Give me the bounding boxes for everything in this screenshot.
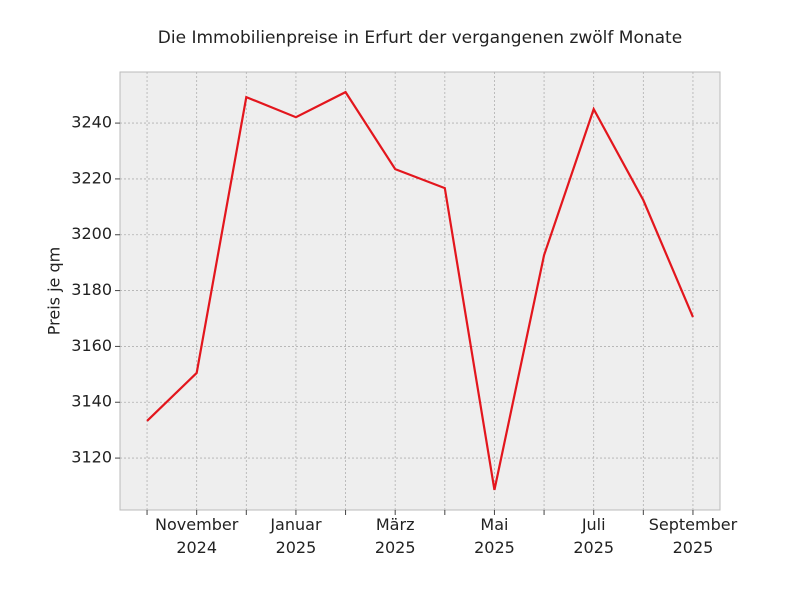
y-tick-label: 3200 (71, 224, 112, 243)
y-tick-label: 3160 (71, 336, 112, 355)
x-tick-label: Januar 2025 (270, 515, 322, 557)
y-tick-label: 3120 (71, 448, 112, 467)
x-tick-label: Mai 2025 (474, 515, 515, 557)
y-tick-label: 3240 (71, 113, 112, 132)
line (146, 90, 694, 491)
x-tick-label: Juli 2025 (573, 515, 615, 557)
chart-title: Die Immobilienpreise in Erfurt der verga… (158, 28, 682, 48)
x-tick-label: September 2025 (648, 515, 738, 557)
x-tick-label: März 2025 (374, 515, 416, 557)
y-axis-label: Preis je qm (45, 247, 64, 335)
x-tick-label: November 2024 (155, 515, 239, 557)
y-tick-label: 3180 (71, 280, 112, 299)
y-tick-label: 3220 (71, 168, 112, 187)
y-tick-label: 3140 (71, 392, 112, 411)
plot-area (119, 71, 721, 511)
